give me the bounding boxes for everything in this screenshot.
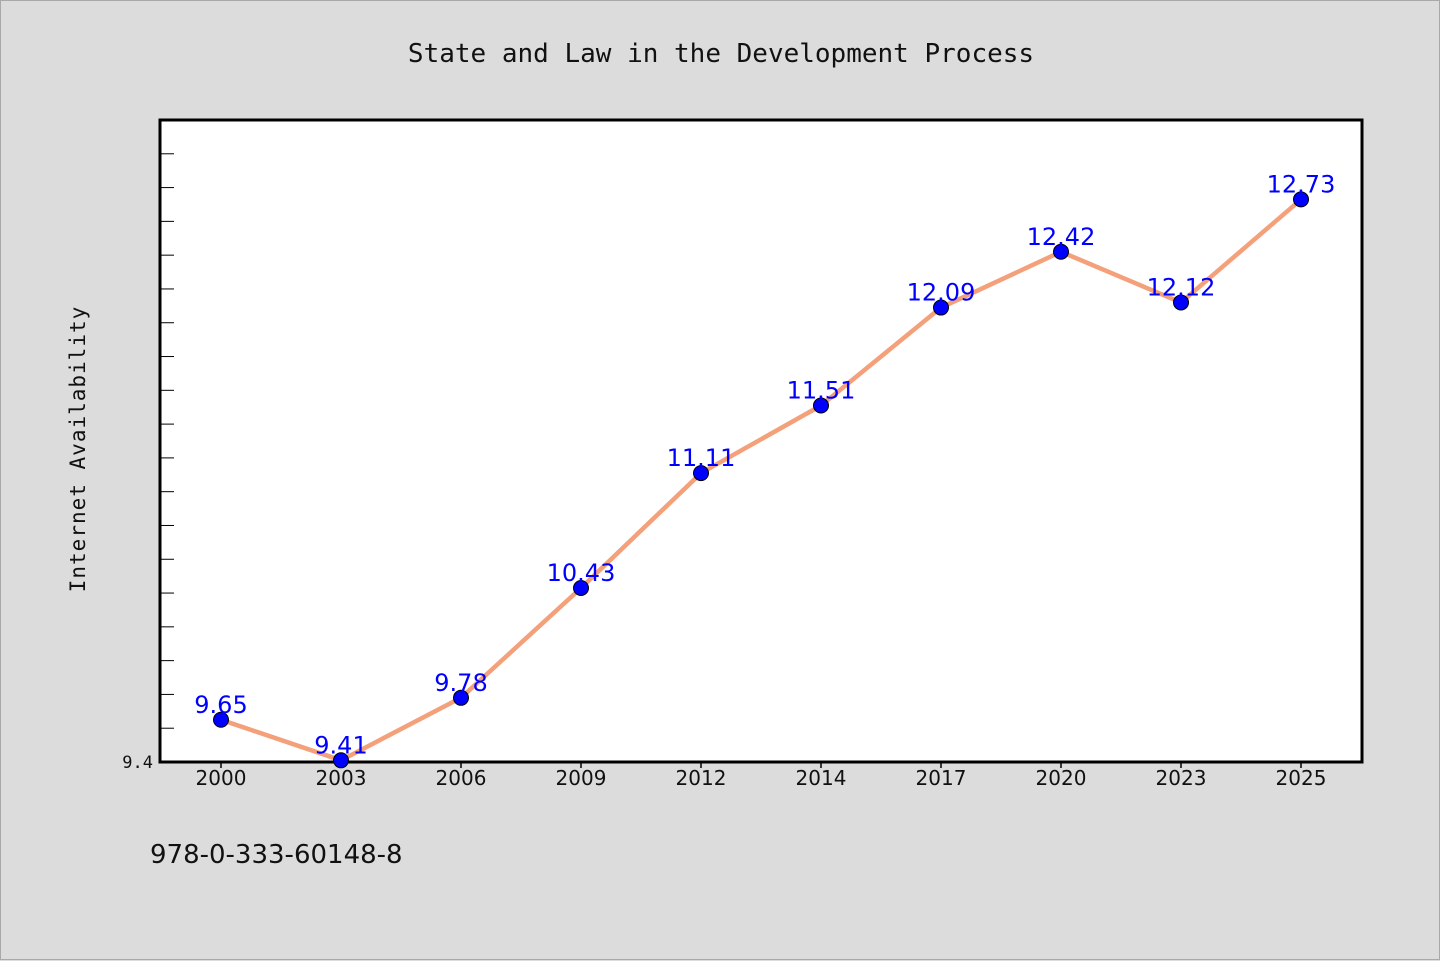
data-label: 12.12: [1147, 273, 1216, 301]
y-axis-ticks: 9.4: [122, 153, 174, 773]
data-label: 10.43: [547, 559, 616, 587]
data-label: 9.41: [314, 731, 367, 759]
data-point-marker: [1173, 294, 1189, 311]
isbn-footer: 978-0-333-60148-8: [150, 840, 403, 870]
x-tick-label: 2006: [436, 766, 487, 790]
x-tick-label: 2009: [556, 766, 607, 790]
data-point-marker: [213, 711, 229, 728]
data-point-marker: [1053, 243, 1069, 260]
data-label: 11.11: [667, 444, 736, 472]
data-point-marker: [453, 689, 469, 706]
y-tick-label: 9.4: [122, 753, 153, 773]
series-line: [218, 197, 1304, 763]
x-axis-ticks: 2000 2003 2006 2009 2012 2014 2017 2020 2023 2025: [196, 762, 1327, 790]
x-tick-label: 2020: [1036, 766, 1087, 790]
data-point-marker: [573, 579, 589, 596]
x-tick-label: 2025: [1276, 766, 1327, 790]
data-label: 12.42: [1027, 223, 1096, 251]
data-markers: [213, 191, 1309, 769]
x-tick-label: 2000: [196, 766, 247, 790]
data-point-marker: [693, 465, 709, 482]
data-label: 9.65: [194, 691, 247, 719]
data-point-marker: [1293, 191, 1309, 208]
data-label: 12.09: [907, 279, 976, 307]
x-tick-label: 2003: [316, 766, 367, 790]
data-point-marker: [813, 397, 829, 414]
data-label: 12.73: [1267, 170, 1336, 198]
y-axis-label: Internet Availability: [66, 306, 90, 593]
x-tick-label: 2023: [1156, 766, 1207, 790]
data-point-marker: [333, 752, 349, 769]
x-tick-label: 2014: [796, 766, 847, 790]
data-labels: 9.65 9.41 9.78 10.43 11.11 11.51 12.09 12.42 12.…: [194, 170, 1335, 759]
data-label: 9.78: [434, 669, 487, 697]
data-point-marker: [933, 299, 949, 316]
x-tick-label: 2017: [916, 766, 967, 790]
series-line-group: [218, 197, 1304, 763]
data-label: 11.51: [787, 377, 856, 405]
x-tick-label: 2012: [676, 766, 727, 790]
chart-title: State and Law in the Development Process: [408, 39, 1034, 69]
